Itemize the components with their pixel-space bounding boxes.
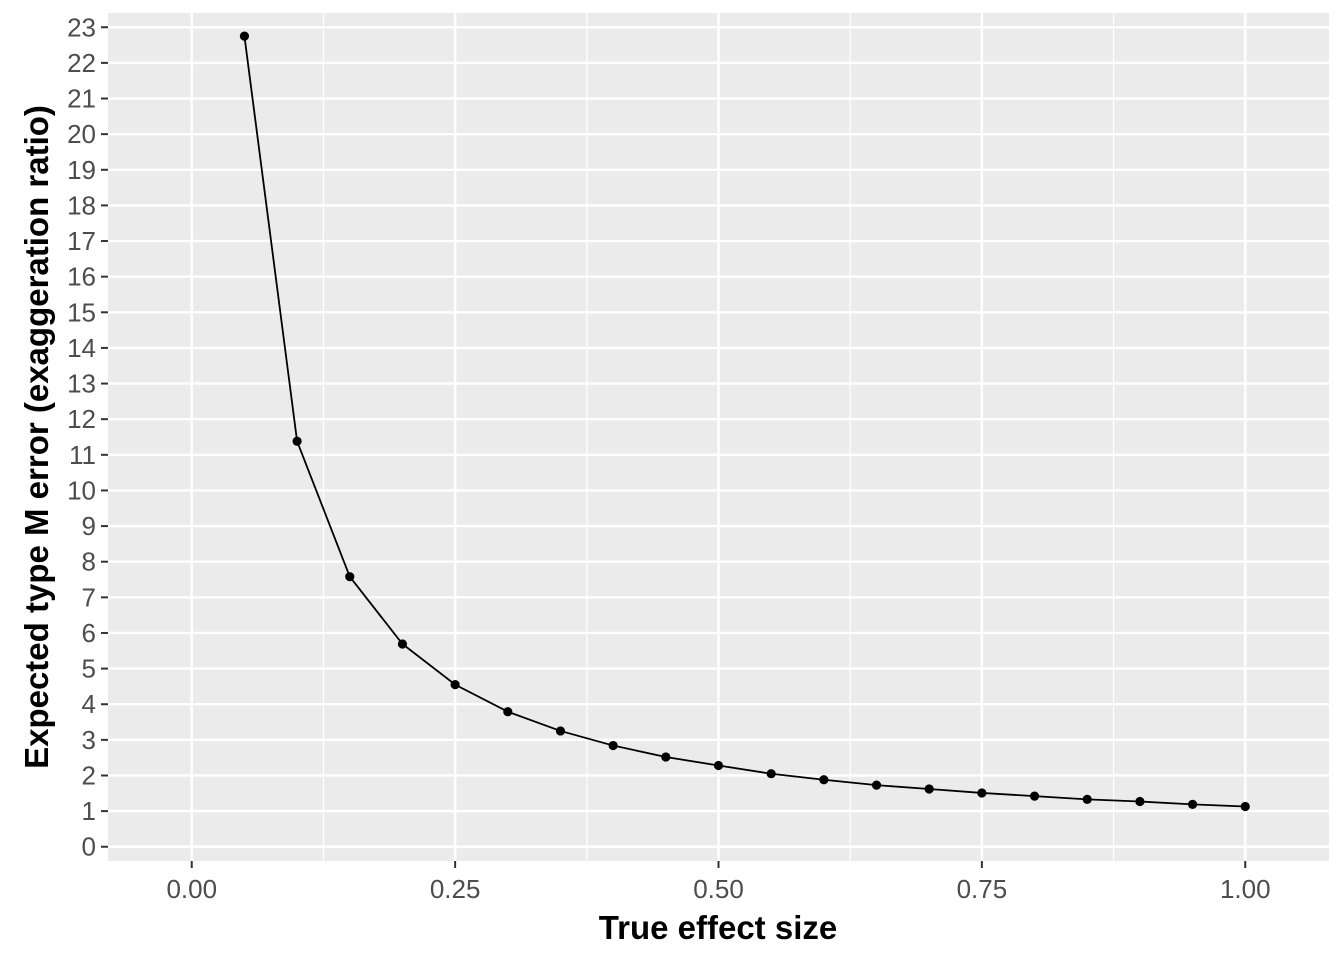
data-point bbox=[977, 788, 987, 798]
data-point bbox=[1240, 801, 1250, 812]
y-tick-label: 9 bbox=[82, 511, 96, 541]
y-tick-label: 4 bbox=[82, 689, 96, 719]
y-tick-label: 1 bbox=[82, 796, 96, 826]
data-point bbox=[345, 572, 355, 582]
y-tick-label: 3 bbox=[82, 725, 96, 755]
y-tick-label: 15 bbox=[67, 297, 96, 327]
y-tick-label: 21 bbox=[67, 84, 96, 114]
series-layer bbox=[239, 31, 1250, 812]
data-point bbox=[608, 740, 618, 751]
data-point bbox=[450, 680, 460, 690]
major-gridlines bbox=[108, 13, 1329, 861]
y-tick-label: 18 bbox=[67, 190, 96, 220]
data-point bbox=[661, 752, 671, 762]
x-tick-label: 0.75 bbox=[957, 874, 1008, 904]
y-tick-label: 16 bbox=[67, 262, 96, 292]
x-axis: 0.00 0.25 0.50 0.75 1.00 bbox=[166, 861, 1271, 904]
data-point bbox=[924, 784, 934, 794]
data-point bbox=[503, 707, 513, 717]
y-tick-label: 17 bbox=[67, 226, 96, 256]
y-tick-label: 7 bbox=[82, 582, 96, 612]
data-point bbox=[239, 31, 250, 41]
data-point bbox=[1187, 799, 1198, 809]
y-tick-label: 19 bbox=[67, 155, 96, 185]
data-point bbox=[713, 760, 724, 771]
data-point bbox=[1135, 796, 1145, 807]
y-tick-label: 10 bbox=[67, 475, 96, 505]
data-point bbox=[555, 726, 566, 736]
data-point bbox=[766, 769, 776, 779]
y-axis-title: Expected type M error (exaggeration rati… bbox=[18, 105, 55, 769]
y-tick-label: 8 bbox=[82, 547, 96, 577]
x-tick-label: 0.50 bbox=[693, 874, 744, 904]
data-point bbox=[1029, 791, 1040, 801]
x-axis-title: True effect size bbox=[599, 909, 837, 946]
data-point bbox=[292, 436, 302, 446]
y-tick-label: 23 bbox=[67, 12, 96, 42]
x-tick-label: 1.00 bbox=[1220, 874, 1271, 904]
x-tick-label: 0.00 bbox=[166, 874, 217, 904]
data-point bbox=[871, 780, 882, 790]
y-tick-label: 20 bbox=[67, 119, 96, 149]
series-line bbox=[243, 36, 1246, 808]
data-point bbox=[397, 639, 408, 649]
y-tick-label: 13 bbox=[67, 369, 96, 399]
x-tick-label: 0.25 bbox=[430, 874, 481, 904]
y-tick-label: 22 bbox=[67, 48, 96, 78]
y-tick-label: 2 bbox=[82, 760, 96, 790]
y-tick-label: 12 bbox=[67, 404, 96, 434]
y-tick-label: 14 bbox=[67, 333, 96, 363]
y-tick-label: 5 bbox=[82, 654, 96, 684]
y-tick-label: 11 bbox=[69, 440, 96, 470]
y-tick-label: 6 bbox=[82, 618, 96, 648]
y-tick-label: 0 bbox=[82, 832, 96, 862]
data-point bbox=[819, 775, 829, 785]
data-point bbox=[1082, 794, 1092, 804]
minor-gridlines bbox=[322, 13, 1115, 861]
